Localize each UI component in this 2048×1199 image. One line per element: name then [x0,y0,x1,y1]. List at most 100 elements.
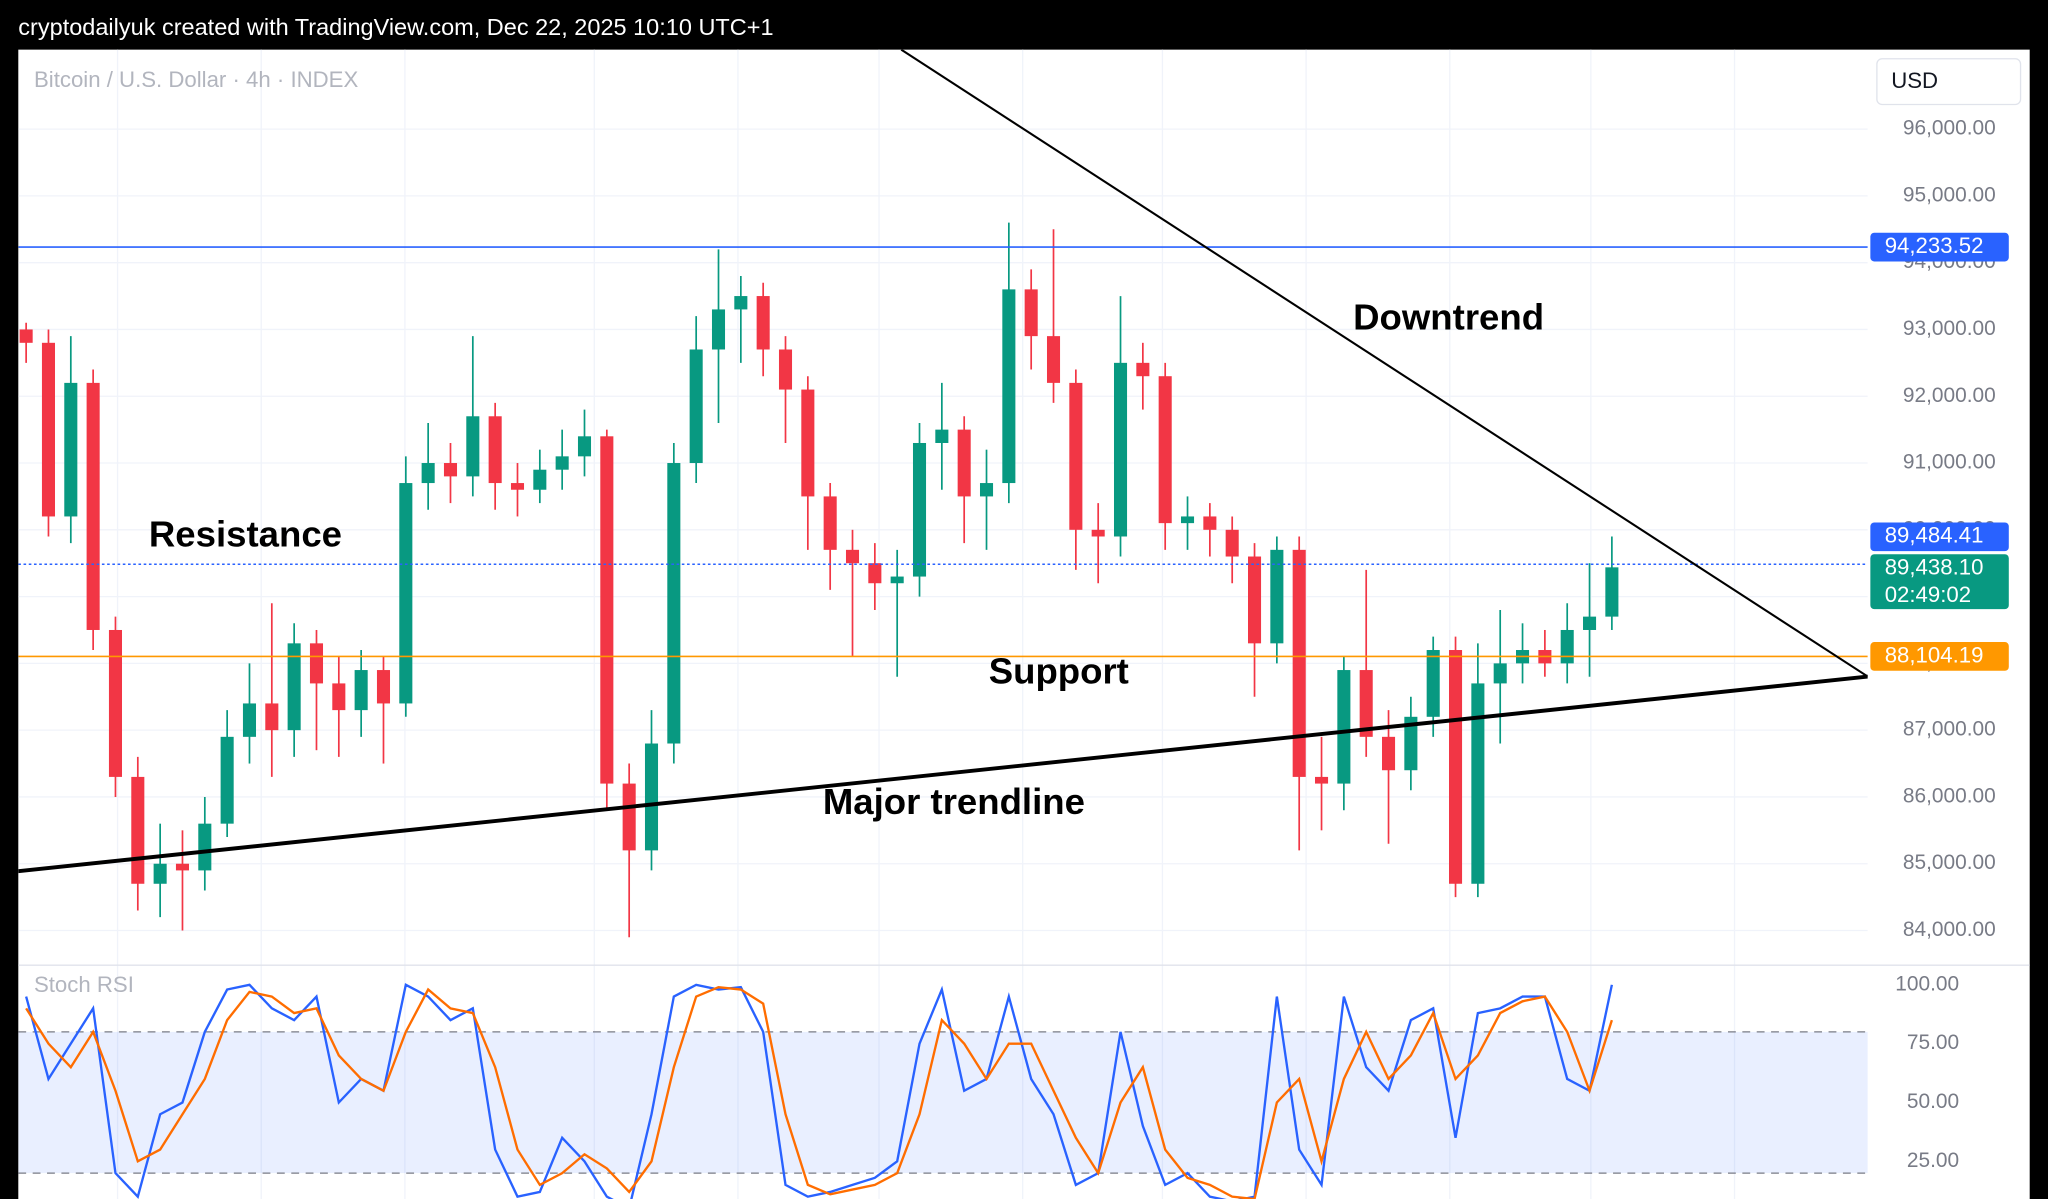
price-badge [1870,522,2009,552]
y-tick-label: 91,000.00 [1903,451,1996,474]
candle-body [1225,529,1239,557]
candle-body [376,670,391,704]
currency-label: USD [1891,68,1938,93]
candle-body [644,743,659,851]
candle-body [600,436,614,784]
y-tick-label: 87,000.00 [1903,718,1996,741]
candle-body [488,416,502,484]
y-tick-label: 93,000.00 [1903,317,1996,340]
candle-body [41,342,56,517]
trendlines [18,49,1868,874]
candle-body [823,496,837,550]
candle-body [510,483,525,490]
candle-body [868,563,882,584]
candle-body [1493,663,1507,684]
price-axis: 84,000.0085,000.0086,000.0087,000.0088,0… [1870,117,2009,1172]
downtrend-line [900,49,1868,678]
candle-body [979,483,994,497]
candle-body [890,576,904,584]
candle-body [1046,336,1061,383]
annotation: Support [989,651,1129,692]
chart-background [18,49,2030,1199]
y-tick-label: 96,000.00 [1903,117,1996,140]
y-tick-label: 100.00 [1895,972,1959,995]
candle-body [220,736,234,824]
candle-body [332,683,346,711]
candle-body [265,703,279,731]
candle-body [1426,650,1440,717]
candle-body [108,629,123,777]
candle-body [399,483,413,704]
y-tick-label: 75.00 [1907,1031,1959,1054]
y-tick-label: 25.00 [1907,1149,1959,1172]
candle-body [689,349,703,464]
candle-body [421,463,435,484]
candle-body [1449,650,1463,884]
y-tick-label: 84,000.00 [1903,918,1996,941]
candle-body [354,670,368,711]
candle-body [1158,376,1172,524]
candle-body [1292,549,1306,777]
candle-body [667,463,681,744]
candle-body [1605,567,1619,617]
candle-body [1270,549,1284,644]
candle-body [622,783,636,851]
y-tick-label: 85,000.00 [1903,851,1996,874]
candle-body [1247,556,1262,644]
candle-body [19,329,33,343]
candle-body [1404,716,1418,771]
candle-body [466,416,480,477]
band-fill [18,1031,1868,1174]
candle-body [935,429,949,443]
y-tick-label: 50.00 [1907,1090,1959,1113]
chart-title: Bitcoin / U.S. Dollar · 4h · INDEX [34,67,358,92]
candle-body [734,296,748,310]
countdown-label: 02:49:02 [1885,582,1971,607]
price-badge-label: 89,438.10 [1885,554,1984,579]
candle-body [1337,670,1351,784]
y-tick-label: 92,000.00 [1903,384,1996,407]
candle-body [1002,289,1016,484]
candle-body [1180,516,1195,524]
stoch-line [25,983,1614,1199]
candle-body [957,429,971,497]
header-text: cryptodailyuk created with TradingView.c… [18,14,773,40]
candle-body [287,643,301,731]
candle-body [1359,670,1373,737]
candle-body [153,863,167,884]
candle-body [1136,362,1150,377]
price-badge [1870,232,2009,262]
candle-body [1471,683,1485,884]
candle-body [64,382,78,517]
candle-body [756,296,770,350]
candle-body [533,469,547,490]
candle-body [1091,529,1105,537]
candle-body [1314,776,1329,784]
candle-body [309,643,324,684]
candle-body [845,549,860,564]
candle-body [555,456,569,470]
price-badge-label: 89,484.41 [1885,523,1984,548]
candle-body [198,823,212,871]
currency-box[interactable] [1876,58,2022,106]
stoch-line [25,985,1613,1199]
candle-body [801,389,815,497]
candle-body [778,349,793,390]
candle-body [912,442,927,577]
price-badge-label: 88,104.19 [1885,642,1984,667]
y-tick-label: 86,000.00 [1903,784,1996,807]
candle-body [175,863,190,871]
price-badge-label: 94,233.52 [1885,233,1984,258]
candle-body [711,309,726,350]
stoch-pane [18,983,1868,1199]
indicator-title: Stoch RSI [34,972,134,997]
candle-body [1024,289,1038,337]
annotation: Downtrend [1353,297,1544,338]
candle-body [1560,629,1574,664]
candle-body [1382,736,1396,771]
candle-body [86,382,100,630]
candle-body [577,436,592,457]
candle-body [1113,362,1128,537]
